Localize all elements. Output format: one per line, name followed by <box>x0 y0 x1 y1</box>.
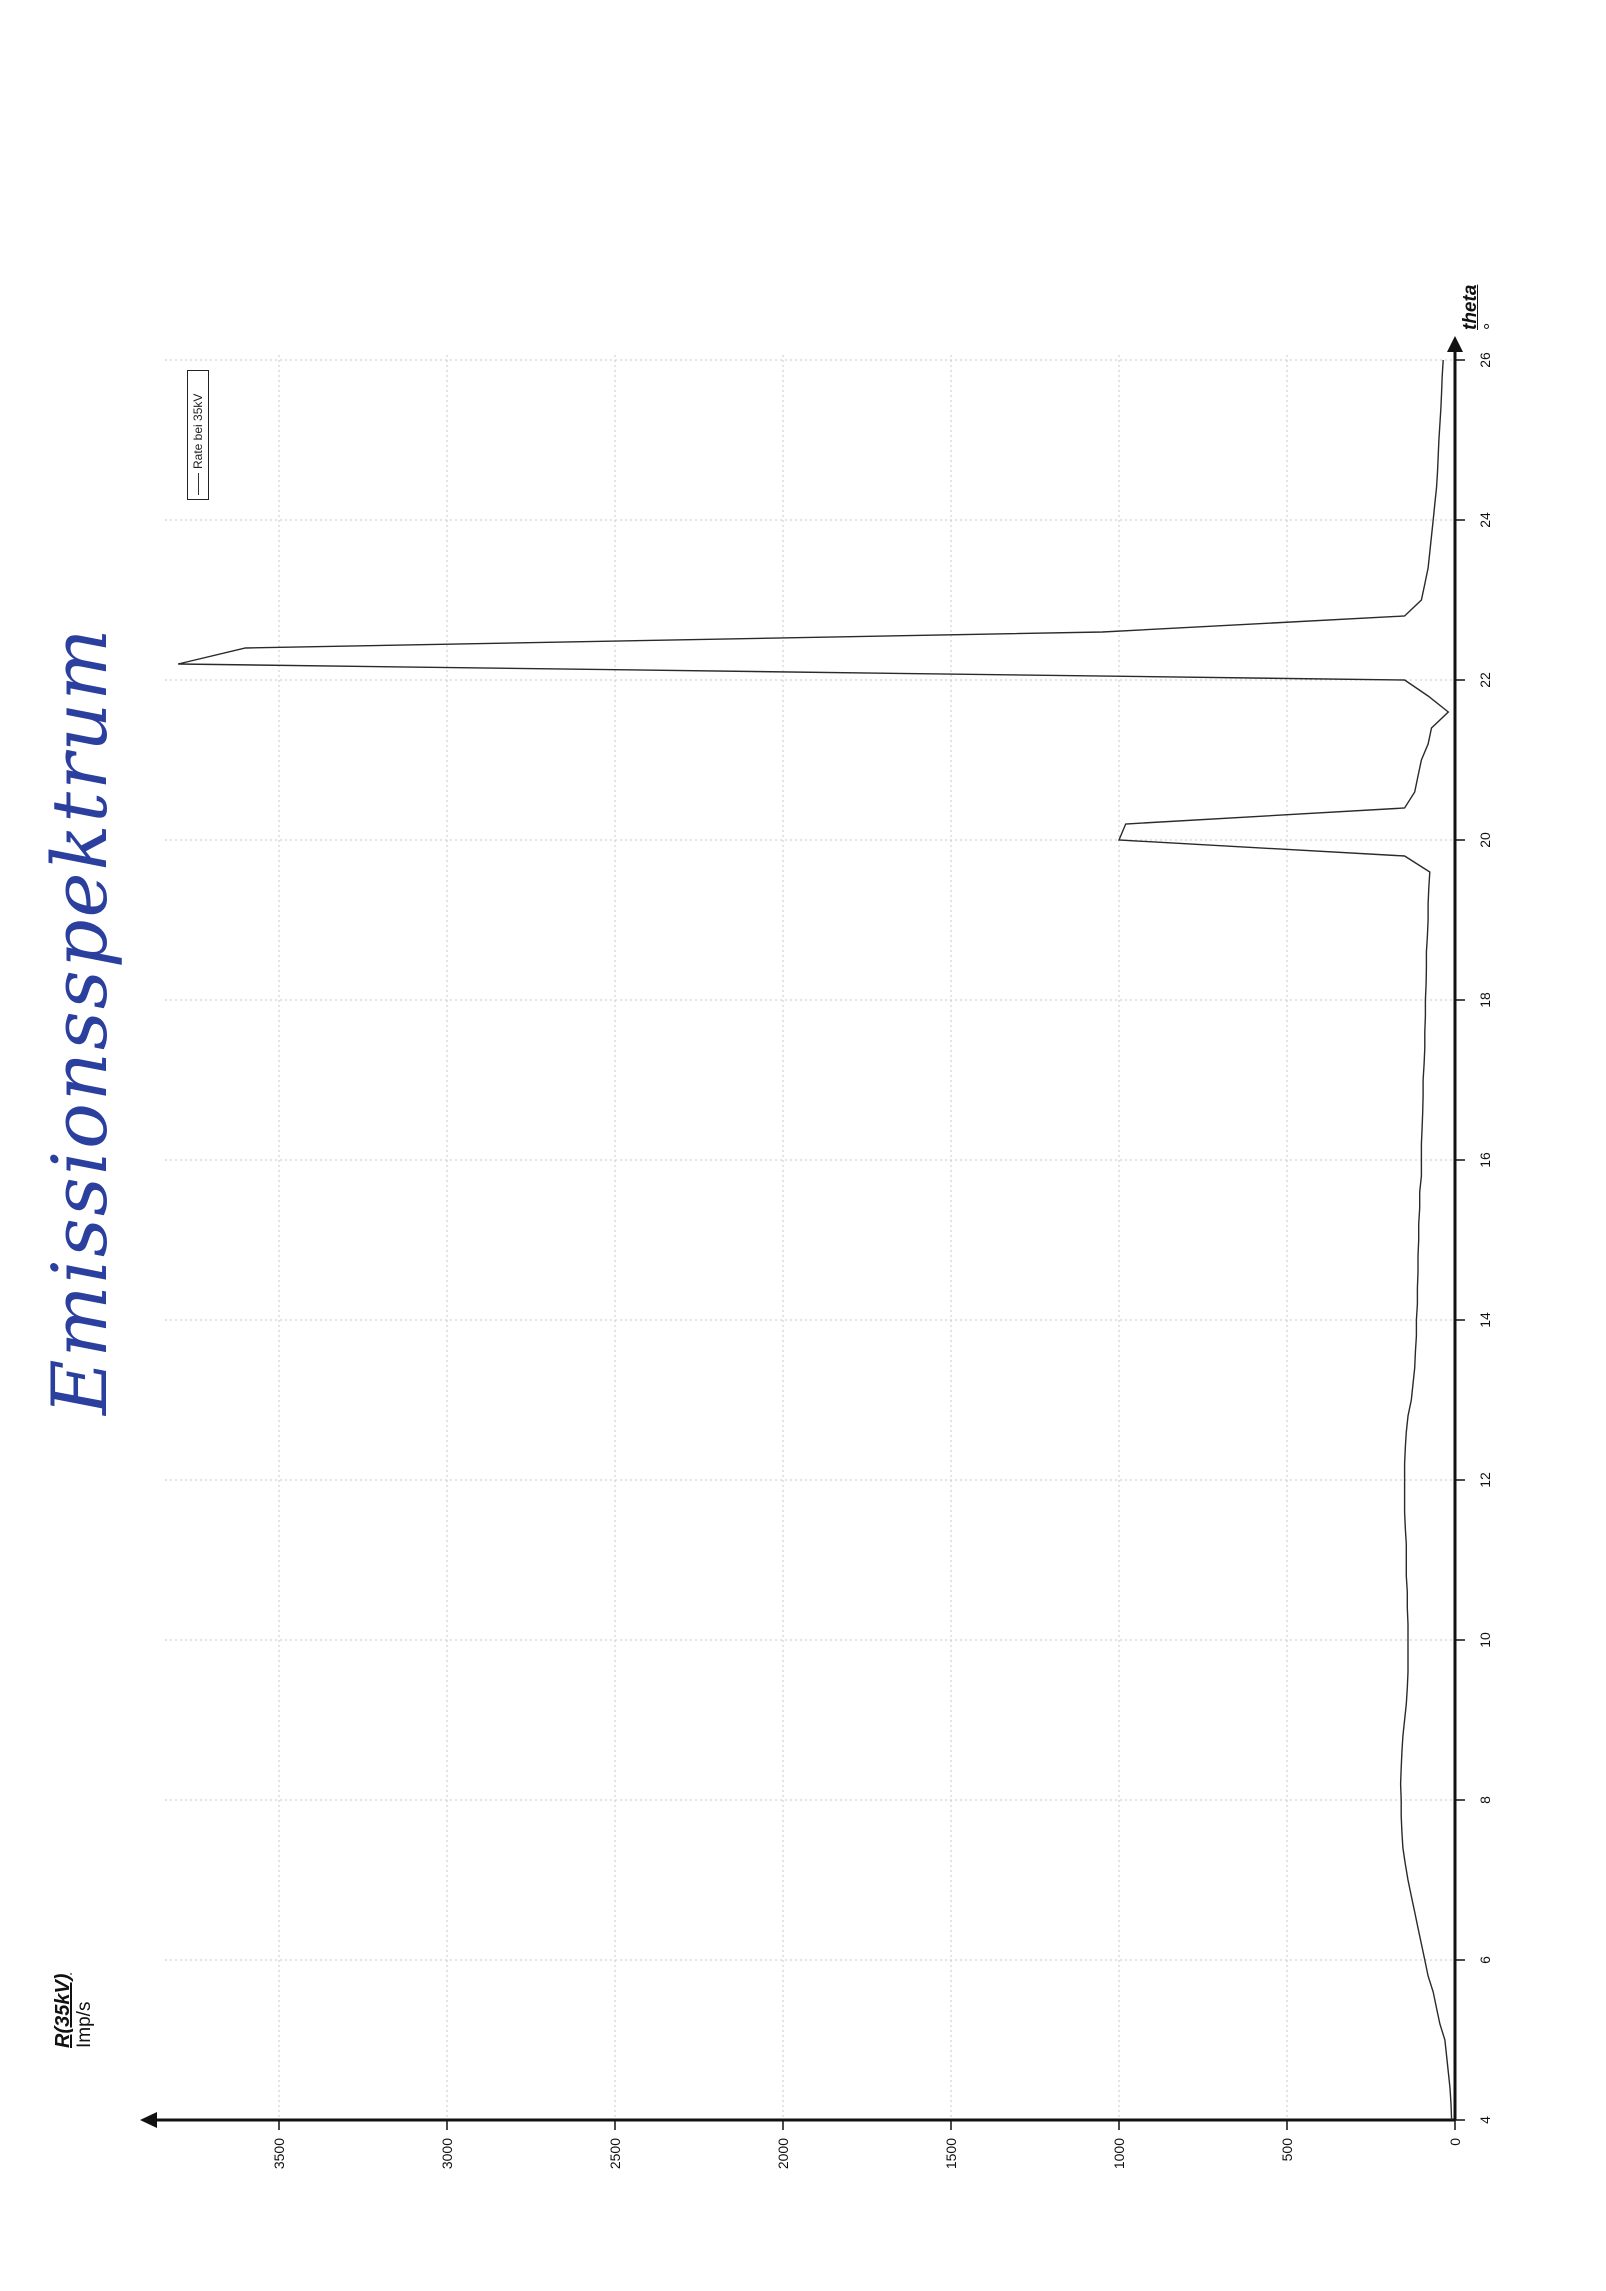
theta-tick-label: 26 <box>1477 352 1493 368</box>
x-axis-unit: ° <box>1481 322 1501 330</box>
rate-tick-label: 1500 <box>943 2138 959 2169</box>
y-axis-title: R(35kV) <box>52 1973 74 2048</box>
rate-tick-label: 1000 <box>1111 2138 1127 2169</box>
legend-entry: Rate bei 35kV <box>191 393 205 469</box>
theta-tick-label: 22 <box>1477 672 1493 688</box>
rate-tick-label: 2000 <box>775 2138 791 2169</box>
theta-tick-label: 12 <box>1477 1472 1493 1488</box>
rate-tick-label: 3000 <box>439 2138 455 2169</box>
ticks: 4 6 8 10 12 14 16 18 20 22 24 26 0 500 1000 1500 2000 250… <box>271 352 1493 2169</box>
theta-tick-label: 20 <box>1477 832 1493 848</box>
rate-tick-label: 3500 <box>271 2138 287 2169</box>
axes <box>140 336 1463 2128</box>
handwritten-note: Emissionsspektrum <box>35 626 124 1415</box>
y-axis-unit: Imp/s <box>74 2001 95 2048</box>
rate-tick-label: 500 <box>1279 2138 1295 2162</box>
x-axis-title: theta <box>1460 284 1481 330</box>
grid <box>165 355 1455 2120</box>
theta-tick-label: 24 <box>1477 512 1493 528</box>
legend-swatch <box>197 473 199 495</box>
theta-tick-label: 16 <box>1477 1152 1493 1168</box>
y-axis-label: R(35kV) Imp/s <box>52 1938 122 2048</box>
theta-tick-label: 6 <box>1477 1956 1493 1964</box>
legend: Rate bei 35kV <box>187 370 209 500</box>
theta-tick-label: 10 <box>1477 1632 1493 1648</box>
rate-tick-label: 0 <box>1447 2138 1463 2146</box>
series-line <box>178 359 1453 2121</box>
rate-tick-label: 2500 <box>607 2138 623 2169</box>
rate-axis-arrow <box>140 2112 157 2128</box>
theta-axis-arrow <box>1447 336 1463 352</box>
theta-tick-label: 18 <box>1477 992 1493 1008</box>
x-axis-label: theta ° <box>1460 270 1501 330</box>
theta-tick-label: 8 <box>1477 1796 1493 1804</box>
theta-tick-label: 14 <box>1477 1312 1493 1328</box>
series <box>178 359 1453 2121</box>
theta-tick-label: 4 <box>1477 2116 1493 2124</box>
